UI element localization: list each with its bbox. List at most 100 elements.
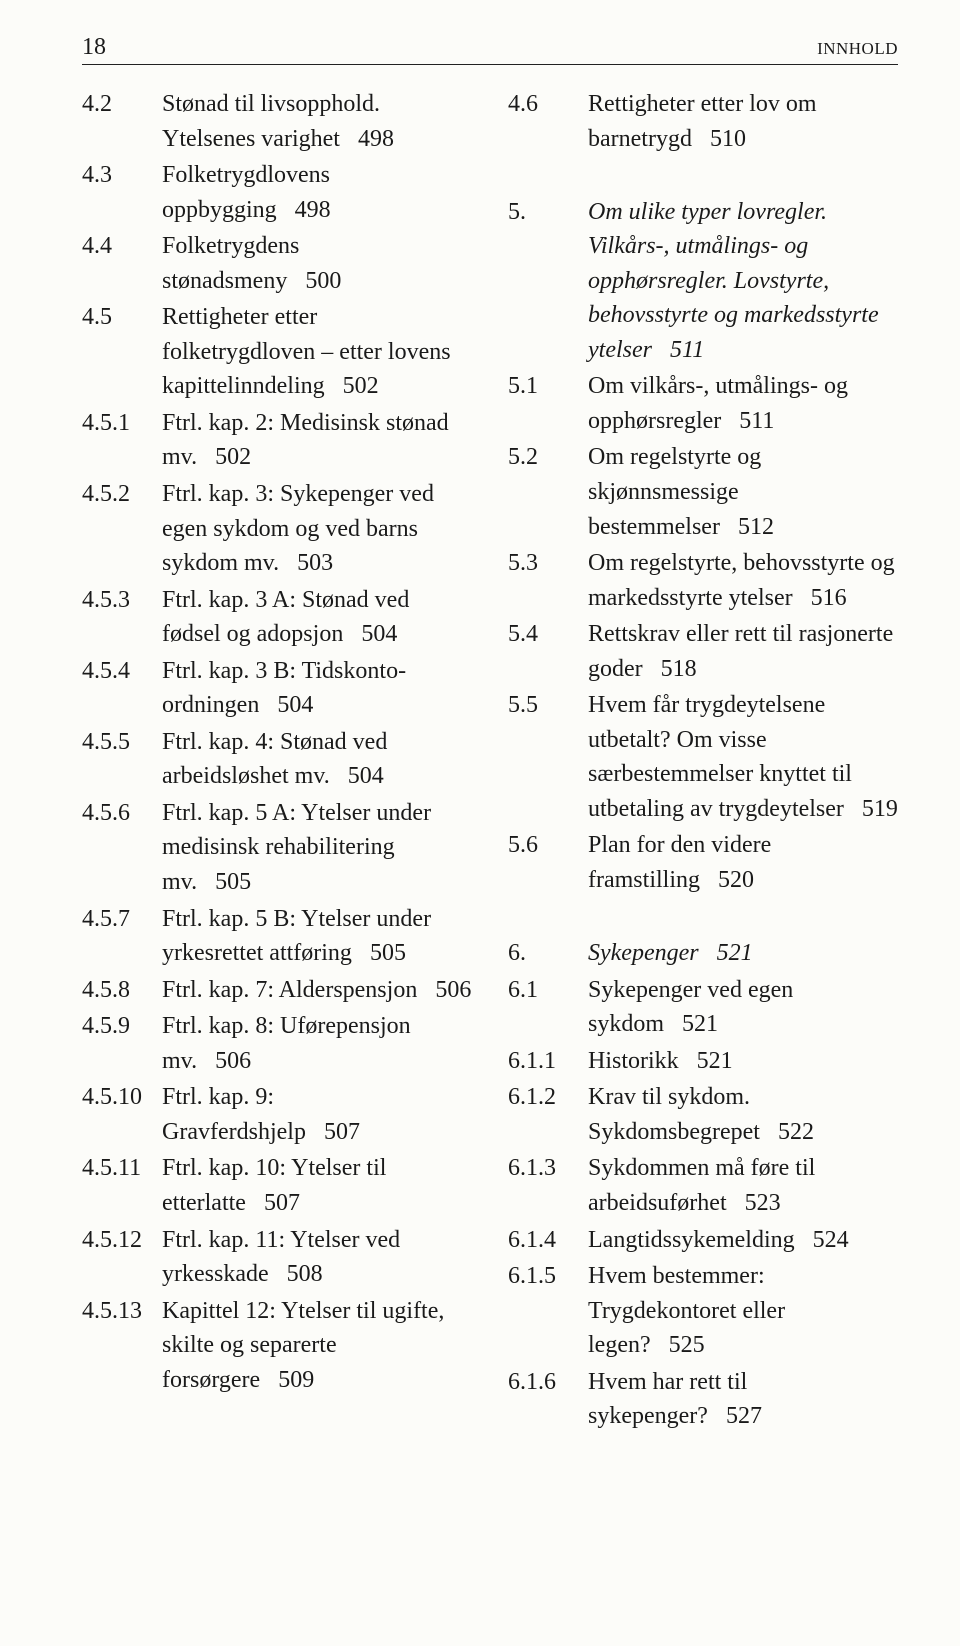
toc-entry-page: 498: [277, 197, 331, 223]
toc-entry-page: 510: [692, 126, 746, 152]
toc-entry: 5.1Om vilkårs-, utmålings- og opphørsreg…: [508, 369, 898, 438]
toc-entry-page: 523: [727, 1190, 781, 1216]
page-header: 18 INNHOLD: [82, 34, 898, 65]
toc-entry-page: 521: [679, 1048, 733, 1074]
toc-entry-text: Om vilkårs-, utmålings- og opphørsregler…: [588, 369, 898, 438]
toc-entry-page: 527: [708, 1403, 762, 1429]
toc-entry-text: Sykepenger ved egen sykdom 521: [588, 973, 898, 1042]
toc-entry-number: 5.: [508, 195, 588, 230]
toc-entry: 5.3Om regelstyrte, behovsstyrte og marke…: [508, 546, 898, 615]
toc-entry-number: 6.1.1: [508, 1044, 588, 1079]
toc-entry-text: Ftrl. kap. 8: Uførepensjon mv. 506: [162, 1009, 472, 1078]
toc-entry-number: 5.3: [508, 546, 588, 581]
toc-entry-text: Ftrl. kap. 5 B: Ytelser under yrkesrette…: [162, 902, 472, 971]
toc-entry-title: Folketrygdens stønadsmeny: [162, 233, 299, 294]
toc-entry-number: 4.5.5: [82, 725, 162, 760]
toc-entry-number: 6.1.5: [508, 1259, 588, 1294]
toc-entry-text: Ftrl. kap. 7: Alderspensjon 506: [162, 973, 472, 1008]
toc-entry: 4.5.1Ftrl. kap. 2: Medisinsk stønad mv. …: [82, 406, 472, 475]
toc-entry-number: 5.2: [508, 440, 588, 475]
toc-entry-page: 524: [795, 1227, 849, 1253]
toc-entry: 5.6Plan for den videre framstilling 520: [508, 828, 898, 897]
toc-entry-text: Sykepenger 521: [588, 936, 898, 971]
toc-entry-text: Historikk 521: [588, 1044, 898, 1079]
toc-entry-text: Om ulike typer lovregler. Vilkårs-, utmå…: [588, 195, 898, 368]
toc-entry-number: 5.6: [508, 828, 588, 863]
toc-entry-number: 4.5.12: [82, 1223, 162, 1258]
toc-entry-number: 5.1: [508, 369, 588, 404]
toc-entry-text: Rettigheter etter lov om barnetrygd 510: [588, 87, 898, 156]
toc-entry: 6.Sykepenger 521: [508, 936, 898, 971]
toc-entry-number: 4.2: [82, 87, 162, 122]
toc-entry-number: 4.5.7: [82, 902, 162, 937]
toc-entry-number: 6.1: [508, 973, 588, 1008]
toc-entry-text: Plan for den videre framstilling 520: [588, 828, 898, 897]
toc-entry-text: Om regelstyrte, behovsstyrte og markedss…: [588, 546, 898, 615]
toc-entry: 4.5.2Ftrl. kap. 3: Sykepenger ved egen s…: [82, 477, 472, 581]
toc-entry: 6.1.6Hvem har rett til sykepenger? 527: [508, 1365, 898, 1434]
toc-left-column: 4.2Stønad til livsopphold. Ytelsenes var…: [82, 87, 472, 1436]
toc-entry: 4.5.6Ftrl. kap. 5 A: Ytelser under medis…: [82, 796, 472, 900]
toc-entry-page: 503: [279, 550, 333, 576]
toc-entry-title: Langtidssykemelding: [588, 1227, 795, 1253]
toc-page: 18 INNHOLD 4.2Stønad til livsopphold. Yt…: [0, 0, 960, 1482]
toc-entry: 4.5.7Ftrl. kap. 5 B: Ytelser under yrkes…: [82, 902, 472, 971]
toc-entry-number: 4.3: [82, 158, 162, 193]
toc-entry-page: 500: [287, 268, 341, 294]
toc-entry-text: Kapittel 12: Ytelser til ugifte, skilte …: [162, 1294, 472, 1398]
toc-entry-title: Rettigheter etter folketrygdloven – ette…: [162, 304, 451, 399]
toc-entry-text: Ftrl. kap. 5 A: Ytelser under medisinsk …: [162, 796, 472, 900]
toc-entry-page: 505: [352, 940, 406, 966]
toc-entry-number: 4.5.11: [82, 1151, 162, 1186]
toc-entry-page: 502: [197, 444, 251, 470]
toc-entry-title: Krav til sykdom. Sykdomsbegrepet: [588, 1084, 760, 1145]
toc-entry-text: Hvem får trygdeytelsene utbetalt? Om vis…: [588, 688, 898, 826]
toc-entry-number: 4.6: [508, 87, 588, 122]
toc-entry-number: 4.5.3: [82, 583, 162, 618]
toc-entry-page: 521: [664, 1011, 718, 1037]
toc-entry-title: Om vilkårs-, utmålings- og opphørsregler: [588, 373, 848, 434]
toc-entry-number: 4.5.8: [82, 973, 162, 1008]
toc-entry-number: 4.5.6: [82, 796, 162, 831]
toc-entry: 5.Om ulike typer lovregler. Vilkårs-, ut…: [508, 195, 898, 368]
toc-entry: 4.5.13Kapittel 12: Ytelser til ugifte, s…: [82, 1294, 472, 1398]
toc-entry-text: Ftrl. kap. 11: Ytelser ved yrkesskade 50…: [162, 1223, 472, 1292]
toc-entry: 4.5.3Ftrl. kap. 3 A: Stønad ved fødsel o…: [82, 583, 472, 652]
toc-entry: 4.5Rettigheter etter folketrygdloven – e…: [82, 300, 472, 404]
toc-entry-title: Hvem får trygdeytelsene utbetalt? Om vis…: [588, 692, 852, 822]
toc-entry-text: Ftrl. kap. 3: Sykepenger ved egen sykdom…: [162, 477, 472, 581]
toc-entry-number: 5.4: [508, 617, 588, 652]
toc-entry: 6.1.5Hvem bestemmer: Trygdekontoret elle…: [508, 1259, 898, 1363]
toc-entry: 4.6Rettigheter etter lov om barnetrygd 5…: [508, 87, 898, 156]
toc-entry-page: 498: [340, 126, 394, 152]
toc-entry-number: 4.5.1: [82, 406, 162, 441]
toc-entry-title: Rettskrav eller rett til rasjonerte gode…: [588, 621, 893, 682]
toc-entry: 6.1.1Historikk 521: [508, 1044, 898, 1079]
toc-entry-title: Sykepenger: [588, 940, 699, 966]
toc-entry-text: Ftrl. kap. 4: Stønad ved arbeidsløshet m…: [162, 725, 472, 794]
toc-entry: 4.5.12Ftrl. kap. 11: Ytelser ved yrkessk…: [82, 1223, 472, 1292]
toc-entry-text: Folketrygdens stønadsmeny 500: [162, 229, 472, 298]
section-label: INNHOLD: [817, 39, 898, 59]
toc-entry-number: 6.1.6: [508, 1365, 588, 1400]
toc-entry-text: Ftrl. kap. 3 A: Stønad ved fødsel og ado…: [162, 583, 472, 652]
toc-entry-page: 520: [700, 867, 754, 893]
toc-entry-text: Ftrl. kap. 10: Ytelser til etterlatte 50…: [162, 1151, 472, 1220]
toc-entry-text: Stønad til livsopphold. Ytelsenes varigh…: [162, 87, 472, 156]
toc-entry: 4.2Stønad til livsopphold. Ytelsenes var…: [82, 87, 472, 156]
toc-entry: 6.1.3Sykdommen må føre til arbeidsuførhe…: [508, 1151, 898, 1220]
toc-entry-text: Rettigheter etter folketrygdloven – ette…: [162, 300, 472, 404]
toc-entry: 4.5.10Ftrl. kap. 9: Gravferdshjelp 507: [82, 1080, 472, 1149]
toc-entry-number: 5.5: [508, 688, 588, 723]
toc-entry-number: 4.5.2: [82, 477, 162, 512]
toc-entry: 5.5Hvem får trygdeytelsene utbetalt? Om …: [508, 688, 898, 826]
toc-entry: 6.1Sykepenger ved egen sykdom 521: [508, 973, 898, 1042]
toc-entry-number: 4.5.13: [82, 1294, 162, 1329]
toc-columns: 4.2Stønad til livsopphold. Ytelsenes var…: [82, 87, 898, 1436]
toc-entry-page: 516: [793, 585, 847, 611]
toc-entry-text: Hvem har rett til sykepenger? 527: [588, 1365, 898, 1434]
toc-entry-page: 504: [330, 763, 384, 789]
toc-entry: 4.5.8Ftrl. kap. 7: Alderspensjon 506: [82, 973, 472, 1008]
toc-entry-page: 502: [325, 373, 379, 399]
toc-entry-page: 508: [269, 1261, 323, 1287]
